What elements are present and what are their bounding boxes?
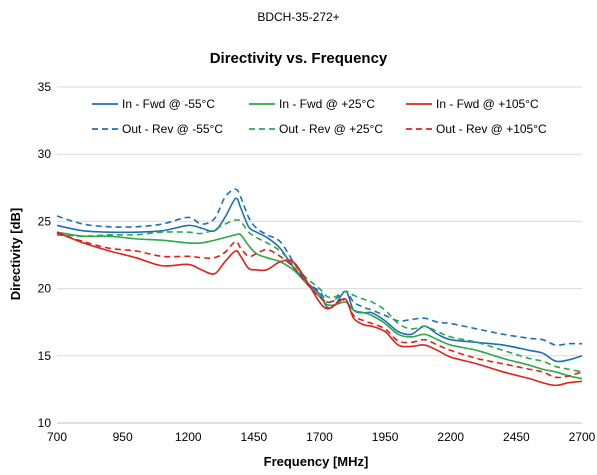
legend-label: Out - Rev @ +25°C	[279, 122, 383, 136]
y-tick-label: 10	[38, 416, 52, 430]
x-axis-label: Frequency [MHz]	[264, 454, 369, 469]
y-tick-label: 15	[38, 349, 52, 363]
x-tick-label: 2450	[503, 430, 530, 444]
x-tick-label: 1700	[306, 430, 333, 444]
y-axis-label: Directivity [dB]	[8, 208, 23, 300]
x-tick-label: 2700	[569, 430, 596, 444]
x-tick-label: 700	[47, 430, 67, 444]
series-line-2	[56, 231, 583, 380]
series-line-4	[56, 231, 583, 387]
x-tick-label: 2200	[437, 430, 464, 444]
tick-layer: 10 15 20 25 30 35 700 950 1200 1450 1700 1950 2200 24…	[38, 80, 596, 444]
part-number-label: BDCH-35-272+	[257, 10, 339, 24]
x-tick-label: 1200	[175, 430, 202, 444]
legend-label: Out - Rev @ +105°C	[436, 122, 547, 136]
y-tick-label: 30	[38, 147, 52, 161]
legend-label: In - Fwd @ +25°C	[279, 97, 375, 111]
legend-label: Out - Rev @ -55°C	[122, 122, 223, 136]
legend-label: In - Fwd @ +105°C	[436, 97, 539, 111]
y-tick-label: 35	[38, 80, 52, 94]
y-tick-label: 20	[38, 282, 52, 296]
x-tick-label: 950	[113, 430, 133, 444]
series-line-0	[56, 197, 583, 363]
series-line-3	[56, 218, 583, 373]
x-tick-label: 1450	[241, 430, 268, 444]
series-line-1	[56, 188, 583, 346]
legend: In - Fwd @ -55°C In - Fwd @ +25°C In - Fwd…	[92, 97, 547, 136]
series-layer	[56, 188, 583, 387]
chart-title: Directivity vs. Frequency	[210, 50, 388, 67]
x-tick-label: 1950	[372, 430, 399, 444]
legend-label: In - Fwd @ -55°C	[122, 97, 215, 111]
y-tick-label: 25	[38, 214, 52, 228]
